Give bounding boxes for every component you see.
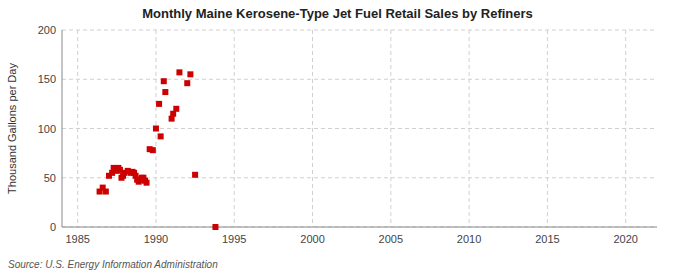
grid-line xyxy=(62,177,657,178)
point xyxy=(161,78,167,84)
point xyxy=(162,89,168,95)
point xyxy=(187,71,193,77)
grid-line xyxy=(234,30,235,227)
point xyxy=(153,126,159,132)
x-tick-label: 2015 xyxy=(535,233,559,245)
grid xyxy=(62,30,657,227)
grid-line xyxy=(312,30,313,227)
grid-line xyxy=(77,30,78,227)
chart: Monthly Maine Kerosene-Type Jet Fuel Ret… xyxy=(0,0,675,275)
grid-line xyxy=(62,30,657,31)
y-axis-label: Thousand Gallons per Day xyxy=(6,63,18,194)
y-tick-label: 50 xyxy=(44,172,56,184)
y-tick-label: 0 xyxy=(50,221,56,233)
x-tick-label: 2010 xyxy=(457,233,481,245)
grid-line xyxy=(62,79,657,80)
source: Source: U.S. Energy Information Administ… xyxy=(8,259,218,270)
x-tick-label: 2020 xyxy=(613,233,637,245)
title: Monthly Maine Kerosene-Type Jet Fuel Ret… xyxy=(142,6,533,21)
y-tick-label: 200 xyxy=(38,24,56,36)
point xyxy=(184,80,190,86)
point xyxy=(192,172,198,178)
point xyxy=(103,189,109,195)
grid-line xyxy=(390,30,391,227)
point xyxy=(156,101,162,107)
grid-line xyxy=(62,227,657,228)
x-tick-label: 1990 xyxy=(144,233,168,245)
y-tick-label: 150 xyxy=(38,73,56,85)
points xyxy=(97,69,219,230)
x-axis-line xyxy=(62,227,657,228)
grid-line xyxy=(469,30,470,227)
point xyxy=(144,180,150,186)
x-tick-label: 2005 xyxy=(379,233,403,245)
x-tick-label: 1985 xyxy=(65,233,89,245)
y-tick-label: 100 xyxy=(38,123,56,135)
point xyxy=(158,133,164,139)
point xyxy=(212,224,218,230)
y-axis-line xyxy=(62,30,63,227)
grid-line xyxy=(625,30,626,227)
x-tick-label: 2000 xyxy=(300,233,324,245)
grid-line xyxy=(62,128,657,129)
point xyxy=(173,106,179,112)
point xyxy=(150,147,156,153)
x-tick-label: 1995 xyxy=(222,233,246,245)
grid-line xyxy=(547,30,548,227)
point xyxy=(176,69,182,75)
